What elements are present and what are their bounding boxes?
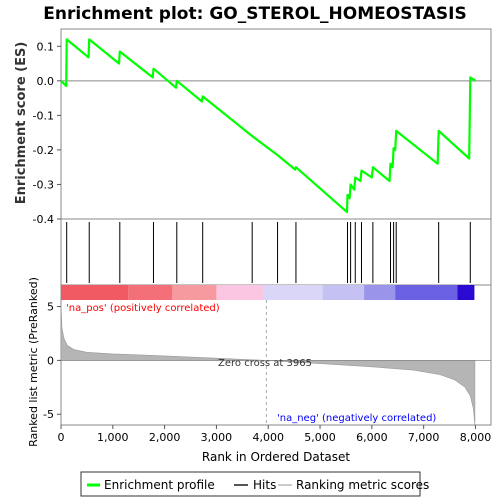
metric-axis-label: Ranked list metric (PreRanked): [27, 277, 40, 447]
zero-cross-label: Zero cross at 3965: [218, 358, 312, 369]
legend-ranking-label: Ranking metric scores: [296, 478, 429, 492]
es-y-tick-label: -0.1: [33, 109, 54, 122]
metric-y-tick-label: -5: [43, 408, 54, 421]
color-bar-segment: [263, 285, 323, 300]
hits-panel: [66, 222, 471, 283]
ranking-metric-area: [60, 304, 476, 426]
color-bar-segment: [216, 285, 264, 300]
color-bar-segment: [61, 285, 129, 300]
legend: Enrichment profile Hits Ranking metric s…: [80, 471, 429, 497]
neg-label: 'na_neg' (negatively correlated): [277, 413, 436, 424]
rank-color-bar: [61, 285, 475, 300]
x-tick-label: 2,000: [149, 431, 181, 444]
color-bar-segment: [322, 285, 365, 300]
metric-y-tick-label: 5: [47, 301, 54, 314]
pos-label: 'na_pos' (positively correlated): [66, 303, 220, 314]
color-bar-segment: [128, 285, 173, 300]
x-tick-label: 8,000: [460, 431, 492, 444]
es-y-tick-label: -0.2: [33, 144, 54, 157]
x-axis-label: Rank in Ordered Dataset: [202, 450, 350, 464]
x-tick-label: 6,000: [356, 431, 388, 444]
color-bar-segment: [457, 285, 475, 300]
legend-hits-label: Hits: [253, 478, 276, 492]
x-tick-label: 7,000: [408, 431, 440, 444]
es-y-tick-label: 0.0: [37, 75, 55, 88]
color-bar-segment: [172, 285, 217, 300]
x-tick-label: 1,000: [97, 431, 129, 444]
es-panel: -0.4 -0.3 -0.2 -0.1 0.0 0.1: [33, 38, 491, 226]
es-y-tick-label: -0.4: [33, 213, 54, 226]
es-axis-label: Enrichment score (ES): [14, 42, 29, 205]
enrichment-profile-line: [60, 38, 477, 214]
color-bar-segment: [395, 285, 458, 300]
chart-title: Enrichment plot: GO_STEROL_HOMEOSTASIS: [43, 4, 466, 24]
legend-enrichment-label: Enrichment profile: [104, 478, 215, 492]
x-tick-label: 5,000: [304, 431, 336, 444]
es-y-tick-label: -0.3: [33, 178, 54, 191]
metric-panel: -5 0 5 0 1,000 2,000 3,000 4,000 5,000 6,000 7,000…: [43, 300, 491, 444]
x-tick-label: 4,000: [252, 431, 284, 444]
x-tick-label: 3,000: [201, 431, 233, 444]
color-bar-segment: [364, 285, 396, 300]
es-y-tick-label: 0.1: [37, 40, 55, 53]
metric-y-tick-label: 0: [47, 354, 54, 367]
x-tick-label: 0: [58, 431, 65, 444]
